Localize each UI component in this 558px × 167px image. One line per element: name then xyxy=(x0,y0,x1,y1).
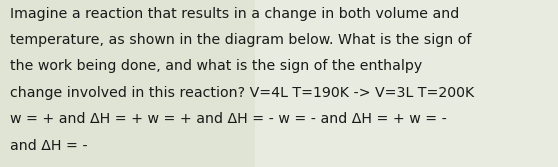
Text: the work being done, and what is the sign of the enthalpy: the work being done, and what is the sig… xyxy=(10,59,422,73)
Text: and ΔH = -: and ΔH = - xyxy=(10,139,88,153)
Text: temperature, as shown in the diagram below. What is the sign of: temperature, as shown in the diagram bel… xyxy=(10,33,472,47)
Text: w = + and ΔH = + w = + and ΔH = - w = - and ΔH = + w = -: w = + and ΔH = + w = + and ΔH = - w = - … xyxy=(10,112,447,126)
Text: change involved in this reaction? V=4L T=190K -> V=3L T=200K: change involved in this reaction? V=4L T… xyxy=(10,86,474,100)
Bar xyxy=(255,0,558,167)
Text: Imagine a reaction that results in a change in both volume and: Imagine a reaction that results in a cha… xyxy=(10,7,459,21)
Bar xyxy=(0,0,255,167)
